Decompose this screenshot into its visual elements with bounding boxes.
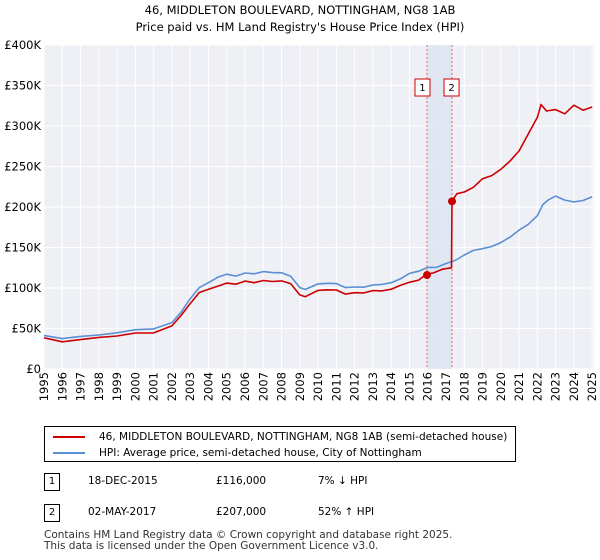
footer-line: This data is licensed under the Open Gov… — [44, 540, 379, 552]
legend-swatch-hpi — [53, 452, 85, 454]
x-tick-label: 2005 — [220, 372, 234, 401]
y-tick-label: £200K — [4, 200, 41, 214]
x-tick-label: 2003 — [183, 372, 197, 401]
x-tick-label: 2012 — [348, 372, 362, 401]
legend-item-property: 46, MIDDLETON BOULEVARD, NOTTINGHAM, NG8… — [53, 429, 507, 445]
x-tick-label: 2015 — [402, 372, 416, 401]
x-tick-label: 1996 — [55, 372, 69, 401]
y-tick-label: £350K — [4, 79, 41, 93]
transaction-label-box — [443, 78, 460, 97]
x-tick-label: 1997 — [74, 372, 88, 401]
y-tick-label: £0 — [26, 362, 41, 376]
transaction-label: 1 — [419, 83, 425, 94]
footer-line: Contains HM Land Registry data © Crown c… — [44, 529, 453, 541]
x-tick-label: 1995 — [37, 372, 51, 401]
legend-label-hpi: HPI: Average price, semi-detached house,… — [99, 447, 422, 459]
x-tick-label: 2004 — [201, 372, 215, 401]
x-tick-label: 2002 — [165, 372, 179, 401]
y-tick-label: £250K — [4, 160, 41, 174]
y-tick-label: £100K — [4, 281, 41, 295]
x-tick-label: 2011 — [329, 372, 343, 401]
transaction-hpi-diff: 7% ↓ HPI — [318, 475, 368, 487]
transaction-point — [448, 197, 457, 206]
transaction-point — [422, 271, 431, 280]
y-tick-label: £400K — [4, 38, 41, 52]
series-line — [43, 195, 593, 340]
transaction-row: 2 02-MAY-2017 £207,000 52% ↑ HPI — [44, 504, 584, 522]
transaction-date: 02-MAY-2017 — [88, 506, 157, 518]
transaction-band — [426, 45, 453, 369]
x-tick-label: 1998 — [92, 372, 106, 401]
legend-item-hpi: HPI: Average price, semi-detached house,… — [53, 445, 422, 461]
x-tick-label: 2001 — [147, 372, 161, 401]
series-lines — [43, 103, 593, 343]
x-tick-label: 2009 — [293, 372, 307, 401]
footer-attribution: Contains HM Land Registry data © Crown c… — [44, 530, 452, 552]
legend-label-property: 46, MIDDLETON BOULEVARD, NOTTINGHAM, NG8… — [99, 431, 508, 443]
x-tick-label: 2013 — [366, 372, 380, 401]
x-tick-label: 2007 — [256, 372, 270, 401]
x-tick-label: 2021 — [512, 372, 526, 401]
x-tick-label: 2019 — [476, 372, 490, 401]
transaction-badge: 2 — [44, 504, 60, 522]
x-tick-label: 2010 — [311, 372, 325, 401]
x-tick-label: 2023 — [549, 372, 563, 401]
x-tick-label: 2008 — [275, 372, 289, 401]
transaction-row: 1 18-DEC-2015 £116,000 7% ↓ HPI — [44, 473, 584, 491]
x-tick-label: 2016 — [421, 372, 435, 401]
x-tick-label: 2024 — [567, 372, 581, 401]
x-tick-label: 2017 — [439, 372, 453, 401]
series-line — [43, 103, 593, 343]
legend: 46, MIDDLETON BOULEVARD, NOTTINGHAM, NG8… — [44, 426, 516, 462]
x-tick-label: 2018 — [457, 372, 471, 401]
x-axis: 1995 1996 1997 1998 1999 2000 2001 2002 2003 2004… — [37, 372, 599, 401]
x-tick-label: 2014 — [384, 372, 398, 401]
transaction-hpi-diff: 52% ↑ HPI — [318, 506, 375, 518]
price-chart: 46, MIDDLETON BOULEVARD, NOTTINGHAM, NG8… — [4, 3, 599, 401]
y-tick-label: £300K — [4, 119, 41, 133]
x-tick-label: 2022 — [530, 372, 544, 401]
transaction-price: £116,000 — [216, 475, 267, 487]
x-tick-label: 1999 — [110, 372, 124, 401]
transaction-price: £207,000 — [216, 506, 267, 518]
transaction-label: 2 — [448, 83, 454, 94]
x-tick-label: 2000 — [128, 372, 142, 401]
x-tick-label: 2020 — [494, 372, 508, 401]
grid-lines — [43, 44, 594, 370]
chart-title: 46, MIDDLETON BOULEVARD, NOTTINGHAM, NG8… — [145, 3, 456, 17]
y-tick-label: £150K — [4, 241, 41, 255]
x-tick-label: 2006 — [238, 372, 252, 401]
x-tick-label: 2025 — [585, 372, 599, 401]
legend-swatch-property — [53, 436, 85, 438]
y-axis: £0 £50K £100K £150K £200K £250K £300K £350K £400… — [4, 38, 41, 376]
y-tick-label: £50K — [12, 322, 42, 336]
chart-subtitle: Price paid vs. HM Land Registry's House … — [136, 20, 465, 34]
transaction-label-box — [414, 78, 431, 97]
transaction-badge: 1 — [44, 473, 60, 491]
transaction-markers — [422, 197, 457, 280]
transaction-date: 18-DEC-2015 — [88, 475, 158, 487]
